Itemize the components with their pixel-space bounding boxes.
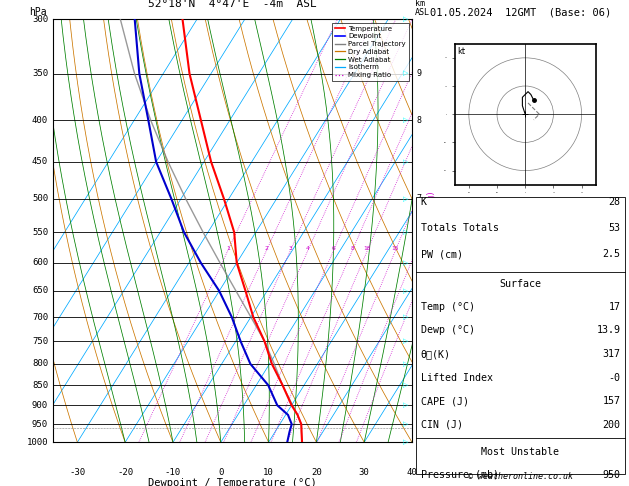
Text: 400: 400 xyxy=(32,116,48,125)
Text: ▷: ▷ xyxy=(403,118,409,123)
Text: 900: 900 xyxy=(32,401,48,410)
Text: PW (cm): PW (cm) xyxy=(421,249,463,260)
Text: kt: kt xyxy=(457,47,465,55)
Text: 10: 10 xyxy=(263,468,274,477)
Text: 53: 53 xyxy=(608,223,620,233)
Text: 550: 550 xyxy=(32,228,48,237)
Text: -0: -0 xyxy=(608,373,620,382)
Text: 1: 1 xyxy=(416,420,421,429)
Text: 950: 950 xyxy=(32,420,48,429)
Text: ▷: ▷ xyxy=(403,159,409,165)
Text: 5: 5 xyxy=(416,312,421,322)
Text: 6: 6 xyxy=(331,246,335,251)
Text: Dewp (°C): Dewp (°C) xyxy=(421,326,475,335)
Text: ▷: ▷ xyxy=(403,402,409,408)
Text: 3: 3 xyxy=(288,246,292,251)
Text: ▷: ▷ xyxy=(403,439,409,445)
Text: 13.9: 13.9 xyxy=(596,326,620,335)
Text: 10: 10 xyxy=(364,246,371,251)
Text: ▷: ▷ xyxy=(403,421,409,427)
Text: 317: 317 xyxy=(603,349,620,359)
Text: -20: -20 xyxy=(117,468,133,477)
Text: 850: 850 xyxy=(32,381,48,390)
Text: 4: 4 xyxy=(306,246,309,251)
Text: 8: 8 xyxy=(416,116,421,125)
Text: ▷: ▷ xyxy=(403,361,409,367)
Text: 2: 2 xyxy=(264,246,268,251)
Text: 0: 0 xyxy=(218,468,223,477)
Text: 600: 600 xyxy=(32,259,48,267)
Text: 0: 0 xyxy=(416,438,421,447)
Text: 300: 300 xyxy=(32,15,48,24)
Text: Surface: Surface xyxy=(499,279,542,290)
Text: CIN (J): CIN (J) xyxy=(421,420,463,430)
Text: Dewpoint / Temperature (°C): Dewpoint / Temperature (°C) xyxy=(148,478,317,486)
Text: Pressure (mb): Pressure (mb) xyxy=(421,470,499,480)
Text: -30: -30 xyxy=(69,468,86,477)
Text: 950: 950 xyxy=(603,470,620,480)
Text: 2.5: 2.5 xyxy=(603,249,620,260)
Text: 800: 800 xyxy=(32,359,48,368)
Text: ▷: ▷ xyxy=(403,196,409,202)
Text: 7: 7 xyxy=(416,194,421,203)
Text: 200: 200 xyxy=(603,420,620,430)
Text: 450: 450 xyxy=(32,157,48,166)
Text: 500: 500 xyxy=(32,194,48,203)
Text: ▷: ▷ xyxy=(403,288,409,294)
Text: 3: 3 xyxy=(416,381,421,390)
Text: km
ASL: km ASL xyxy=(415,0,430,17)
Text: 4: 4 xyxy=(416,359,421,368)
Text: 15: 15 xyxy=(391,246,399,251)
Text: 1000: 1000 xyxy=(26,438,48,447)
Text: ▷: ▷ xyxy=(403,70,409,77)
Text: 8: 8 xyxy=(350,246,354,251)
Text: 28: 28 xyxy=(608,197,620,207)
Text: ▷: ▷ xyxy=(403,338,409,344)
Text: 700: 700 xyxy=(32,312,48,322)
Text: 157: 157 xyxy=(603,396,620,406)
Text: 6: 6 xyxy=(416,259,421,267)
FancyBboxPatch shape xyxy=(416,197,625,474)
Text: CAPE (J): CAPE (J) xyxy=(421,396,469,406)
Text: Most Unstable: Most Unstable xyxy=(481,448,560,457)
Text: 20: 20 xyxy=(311,468,322,477)
Text: ▷: ▷ xyxy=(403,314,409,320)
Text: K: K xyxy=(421,197,426,207)
Text: 17: 17 xyxy=(608,302,620,312)
Text: hPa: hPa xyxy=(30,7,47,17)
Text: ▷: ▷ xyxy=(403,260,409,266)
Text: Lifted Index: Lifted Index xyxy=(421,373,493,382)
Legend: Temperature, Dewpoint, Parcel Trajectory, Dry Adiabat, Wet Adiabat, Isotherm, Mi: Temperature, Dewpoint, Parcel Trajectory… xyxy=(332,23,408,81)
Text: Mixing Ratio (g/kg): Mixing Ratio (g/kg) xyxy=(427,191,437,271)
Text: Temp (°C): Temp (°C) xyxy=(421,302,475,312)
Text: 750: 750 xyxy=(32,337,48,346)
Text: 30: 30 xyxy=(359,468,370,477)
Text: © weatheronline.co.uk: © weatheronline.co.uk xyxy=(468,472,573,481)
Text: 2: 2 xyxy=(416,401,421,410)
Text: θᴁ(K): θᴁ(K) xyxy=(421,349,450,359)
Text: 9: 9 xyxy=(416,69,421,78)
Text: 1: 1 xyxy=(226,246,230,251)
Text: ▷: ▷ xyxy=(403,229,409,235)
Text: 350: 350 xyxy=(32,69,48,78)
Text: LCL: LCL xyxy=(416,423,430,433)
Text: 40: 40 xyxy=(406,468,418,477)
Text: ▷: ▷ xyxy=(403,17,409,22)
Text: 52°18'N  4°47'E  -4m  ASL: 52°18'N 4°47'E -4m ASL xyxy=(148,0,317,9)
Text: ▷: ▷ xyxy=(403,382,409,388)
Text: -10: -10 xyxy=(165,468,181,477)
Text: Totals Totals: Totals Totals xyxy=(421,223,499,233)
Text: 01.05.2024  12GMT  (Base: 06): 01.05.2024 12GMT (Base: 06) xyxy=(430,7,611,17)
Text: 650: 650 xyxy=(32,286,48,295)
